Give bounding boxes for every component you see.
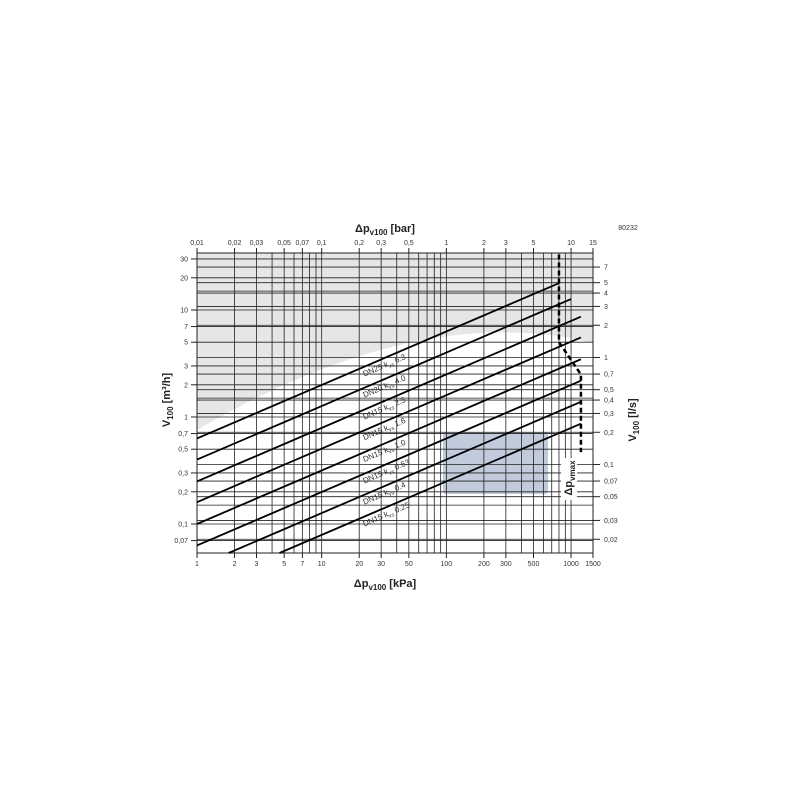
y-right-tick-label: 0,5 [604,387,614,394]
x-top-tick-label: 0,03 [250,240,264,247]
x-top-tick-label: 15 [589,240,597,247]
x-bottom-tick-label: 100 [441,561,453,568]
x-top-tick-label: 0,1 [317,240,327,247]
series-line [279,422,582,554]
x-top-tick-label: 0,5 [404,240,414,247]
y-right-tick-label: 0,4 [604,398,614,405]
x-bottom-tick-label: 50 [405,561,413,568]
background-shade [197,253,593,430]
y-right-tick-label: 0,2 [604,430,614,437]
series-line [196,358,582,525]
x-top-tick-label: 2 [482,240,486,247]
x-top-tick-label: 0,07 [296,240,310,247]
x-bottom-tick-label: 10 [318,561,326,568]
x-bottom-tick-label: 2 [233,561,237,568]
series-line [196,282,560,440]
y-left-tick-label: 0,07 [174,538,188,545]
x-bottom-tick-label: 3 [255,561,259,568]
x-top-tick-label: 0,02 [228,240,242,247]
y-right-tick-label: 1 [604,355,608,362]
y-right-tick-label: 0,7 [604,372,614,379]
y-left-tick-label: 0,1 [178,522,188,529]
y-right-tick-label: 7 [604,265,608,272]
x-top-axis-title: Δpv100 [bar] [355,223,415,237]
x-bottom-tick-label: 500 [528,561,540,568]
x-bottom-tick-label: 200 [478,561,490,568]
y-left-tick-label: 30 [180,256,188,263]
y-left-tick-label: 10 [180,308,188,315]
y-left-tick-label: 0,5 [178,447,188,454]
x-top-tick-label: 0,05 [277,240,291,247]
y-left-tick-label: 0,3 [178,470,188,477]
y-left-tick-label: 1 [184,415,188,422]
y-right-tick-label: 0,03 [604,518,618,525]
series-line [196,315,582,483]
y-right-tick-label: 0,05 [604,494,618,501]
x-bottom-tick-label: 1 [195,561,199,568]
watermark-logo [443,432,548,494]
series-line [196,298,572,461]
series-line [196,379,582,547]
y-right-tick-label: 4 [604,291,608,298]
dp-vmax-label-bg [561,458,577,500]
x-bottom-tick-label: 20 [355,561,363,568]
y-left-tick-label: 5 [184,340,188,347]
x-bottom-tick-label: 5 [282,561,286,568]
x-bottom-tick-label: 7 [300,561,304,568]
y-left-tick-label: 2 [184,382,188,389]
x-bottom-tick-label: 1500 [585,561,601,568]
x-top-tick-label: 1 [444,240,448,247]
series-line [196,336,582,503]
plot-frame [196,252,594,554]
dp-vmax-limit-line [557,254,583,453]
y-right-tick-label: 0,02 [604,537,618,544]
x-top-tick-label: 10 [567,240,575,247]
y-left-tick-label: 20 [180,275,188,282]
y-left-tick-label: 0,2 [178,489,188,496]
x-bottom-tick-label: 1000 [563,561,579,568]
y-right-tick-label: 0,3 [604,411,614,418]
y-right-axis-title: V100 [l/s] [627,398,641,442]
x-top-tick-label: 0,2 [354,240,364,247]
x-bottom-tick-label: 300 [500,561,512,568]
y-left-axis-title: V100 [m³/h] [161,373,175,428]
y-right-tick-label: 5 [604,280,608,287]
y-right-tick-label: 0,1 [604,462,614,469]
x-bottom-tick-label: 30 [377,561,385,568]
y-right-tick-label: 3 [604,304,608,311]
dp-vmax-label: Δpvmax [563,460,577,496]
x-top-tick-label: 3 [504,240,508,247]
x-top-tick-label: 0,3 [376,240,386,247]
figure-code: 80232 [618,225,638,232]
x-top-tick-label: 0,01 [190,240,204,247]
y-left-tick-label: 7 [184,324,188,331]
y-right-tick-label: 2 [604,323,608,330]
y-left-tick-label: 3 [184,363,188,370]
grid [196,253,594,553]
y-right-tick-label: 0,07 [604,479,618,486]
x-top-tick-label: 5 [532,240,536,247]
y-left-tick-label: 0,7 [178,431,188,438]
series-line [228,401,582,554]
x-bottom-axis-title: Δpv100 [kPa] [354,578,417,592]
